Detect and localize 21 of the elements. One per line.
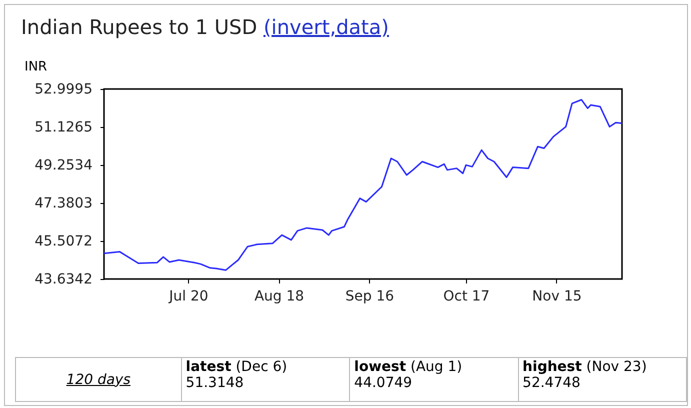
text: 52.4748 xyxy=(522,375,580,391)
x-tick-label: Nov 15 xyxy=(532,288,582,304)
text: 44.0749 xyxy=(354,375,412,391)
y-tick-label: 51.1265 xyxy=(34,120,92,136)
x-tick-label: Aug 18 xyxy=(254,288,304,304)
y-tick-label: 47.3803 xyxy=(34,196,92,212)
y-tick-label: 52.9995 xyxy=(34,82,92,98)
line-series xyxy=(103,98,623,271)
text: 120 days xyxy=(16,358,182,402)
text: latest (Dec 6) xyxy=(186,359,288,375)
x-tick-label: Jul 20 xyxy=(168,288,208,304)
text: lowest (Aug 1) xyxy=(354,359,462,375)
y-tick-label: 45.5072 xyxy=(34,234,92,250)
y-tick-label: 49.2534 xyxy=(34,158,93,174)
y-axis-title: INR xyxy=(24,60,48,74)
text: highest (Nov 23) xyxy=(522,359,647,375)
text: 51.3148 xyxy=(186,375,244,391)
x-tick-label: Oct 17 xyxy=(443,288,490,304)
x-tick-label: Sep 16 xyxy=(345,288,394,304)
y-tick-label: 43.6342 xyxy=(34,272,92,288)
chart-title: Indian Rupees to 1 USD (invert,data) xyxy=(21,15,389,39)
